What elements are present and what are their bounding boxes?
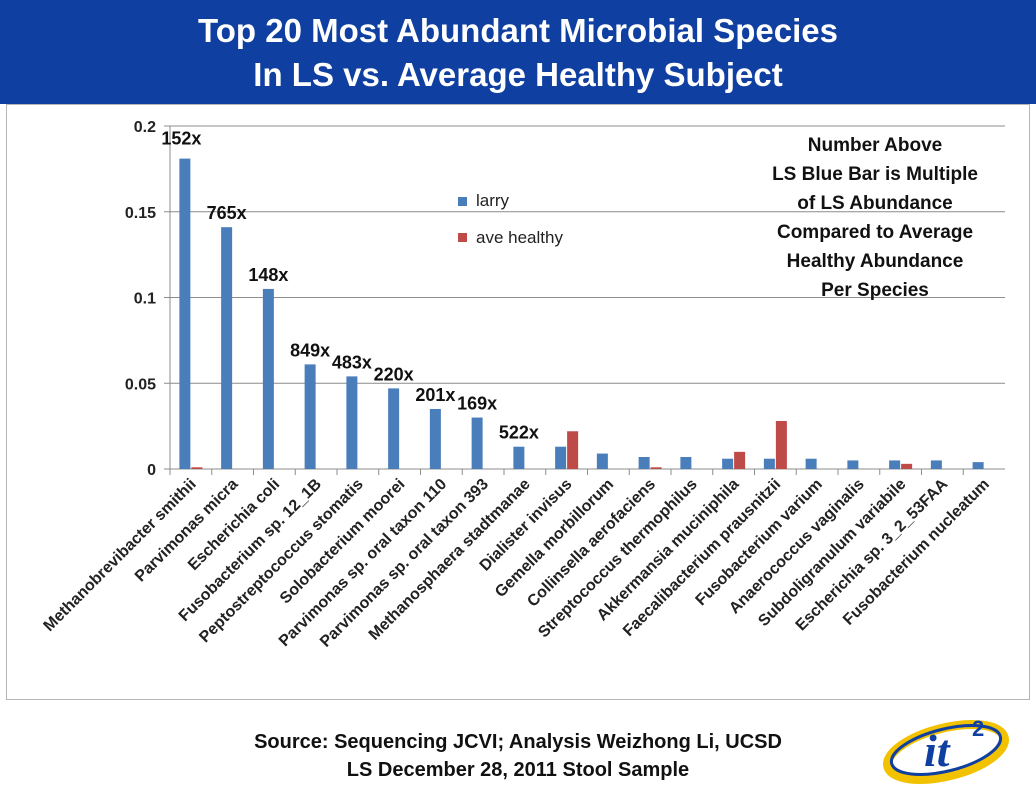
legend-swatch-larry xyxy=(458,197,467,206)
bar-larry xyxy=(304,364,316,469)
bars xyxy=(179,158,984,469)
note-line: Number Above xyxy=(807,135,943,156)
bar-multiple-label: 148x xyxy=(248,265,288,285)
bar-larry xyxy=(722,458,734,469)
sample-date: LS December 28, 2011 Stool Sample xyxy=(346,759,690,781)
bar-larry xyxy=(847,460,859,469)
slide-title-line-1: Top 20 Most Abundant Microbial Species xyxy=(198,12,838,49)
chart-note: Number Above LS Blue Bar is Multiple of … xyxy=(735,131,1015,305)
bar-larry xyxy=(262,288,274,469)
bar-larry xyxy=(596,453,608,469)
bar-larry xyxy=(638,456,650,469)
y-tick-label: 0.2 xyxy=(134,119,156,136)
bar-larry xyxy=(513,446,525,469)
it2-logo: it 2 xyxy=(882,716,1010,784)
bar-larry xyxy=(805,458,817,469)
slide-title-line-2: In LS vs. Average Healthy Subject xyxy=(253,56,783,93)
bar-larry xyxy=(555,446,567,469)
bar-larry xyxy=(763,458,775,469)
x-tick-label: Escherichia sp. 3_2_53FAA xyxy=(793,475,952,634)
bar-larry xyxy=(972,462,984,469)
bar-multiple-label: 169x xyxy=(457,394,497,414)
x-tick-label: Methanobrevibacter smithii xyxy=(41,476,200,635)
bar-multiple-label: 483x xyxy=(332,352,372,372)
legend: larry ave healthy xyxy=(458,191,563,247)
bar-multiple-label: 220x xyxy=(374,364,414,384)
bar-multiple-label: 152x xyxy=(161,129,201,149)
bar-ave-healthy xyxy=(191,467,203,469)
bar-ave-healthy xyxy=(567,431,579,469)
bar-multiple-label: 522x xyxy=(499,423,539,443)
legend-label-ave-healthy: ave healthy xyxy=(476,228,563,247)
note-line: Per Species xyxy=(821,280,929,301)
y-tick-labels: 0 0.05 0.1 0.15 0.2 xyxy=(125,119,156,479)
bar-larry xyxy=(221,227,233,469)
note-line: of LS Abundance xyxy=(797,193,953,214)
bar-larry xyxy=(179,158,191,469)
note-line: Compared to Average xyxy=(776,222,974,243)
bar-larry xyxy=(889,460,901,469)
bar-larry xyxy=(471,417,483,469)
logo-blue-swoosh xyxy=(889,724,1003,776)
bar-ave-healthy xyxy=(901,463,913,469)
bar-larry xyxy=(680,456,692,469)
bar-larry xyxy=(388,388,400,469)
bar-multiple-label: 201x xyxy=(415,385,455,405)
bar-larry xyxy=(429,408,441,469)
y-tick-label: 0.1 xyxy=(134,291,156,308)
bar-larry xyxy=(346,376,358,469)
legend-swatch-ave-healthy xyxy=(458,233,467,242)
bar-larry xyxy=(930,460,942,469)
bar-multiple-label: 765x xyxy=(207,203,247,223)
title-banner: Top 20 Most Abundant Microbial Species I… xyxy=(0,0,1036,104)
y-tick-label: 0.05 xyxy=(125,376,156,393)
note-line: LS Blue Bar is Multiple xyxy=(772,164,978,185)
bar-ave-healthy xyxy=(734,451,746,469)
y-tick-label: 0 xyxy=(147,462,156,479)
bar-multiple-label: 849x xyxy=(290,340,330,360)
logo-superscript: 2 xyxy=(972,716,984,741)
bar-ave-healthy xyxy=(650,467,662,469)
note-line: Healthy Abundance xyxy=(786,251,964,272)
logo-text: it xyxy=(924,725,951,776)
source-credit: Source: Sequencing JCVI; Analysis Weizho… xyxy=(254,731,782,753)
chart-frame xyxy=(6,104,1030,700)
bar-ave-healthy xyxy=(775,420,787,469)
legend-label-larry: larry xyxy=(476,191,510,210)
y-tick-label: 0.15 xyxy=(125,205,156,222)
